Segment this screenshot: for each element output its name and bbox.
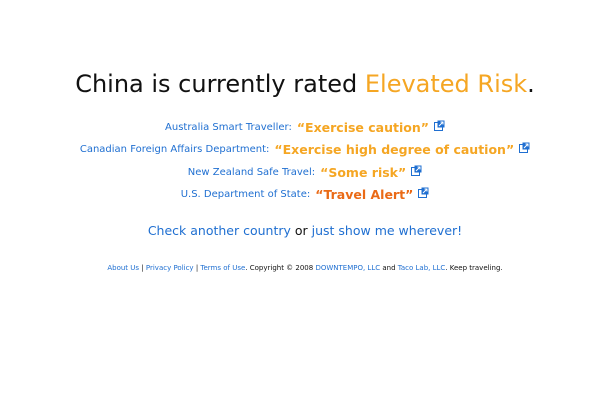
advisory-list: Australia Smart Traveller: “Exercise cau…	[0, 116, 610, 206]
advisory-row-new-zealand: New Zealand Safe Travel: “Some risk”	[0, 161, 610, 184]
advisory-row-us-state: U.S. Department of State: “Travel Alert”	[0, 184, 610, 207]
footer-separator: |	[139, 264, 146, 272]
advisory-row-australia: Australia Smart Traveller: “Exercise cau…	[0, 116, 610, 139]
external-link-icon[interactable]	[411, 165, 422, 176]
advisory-rating[interactable]: “Travel Alert”	[315, 187, 414, 203]
advisory-source: New Zealand Safe Travel:	[187, 166, 316, 178]
keep-traveling-text: . Keep traveling.	[445, 264, 503, 272]
headline-period: .	[527, 70, 535, 98]
cta-or-text: or	[290, 223, 312, 238]
external-link-icon[interactable]	[418, 187, 429, 199]
show-me-wherever-link[interactable]: just show me wherever!	[311, 223, 463, 238]
cta-line: Check another country or just show me wh…	[0, 221, 610, 241]
copyright-text: . Copyright © 2008	[245, 264, 316, 272]
footer: About Us | Privacy Policy | Terms of Use…	[0, 262, 610, 274]
external-link-icon[interactable]	[519, 142, 530, 154]
taco-lab-link[interactable]: Taco Lab, LLC	[397, 264, 446, 272]
external-link-icon[interactable]	[433, 120, 445, 131]
country-name: China	[75, 70, 144, 98]
advisory-rating[interactable]: “Exercise caution”	[296, 119, 429, 135]
risk-rating: Elevated Risk	[364, 70, 528, 98]
advisory-source: Canadian Foreign Affairs Department:	[79, 144, 270, 156]
advisory-source: Australia Smart Traveller:	[165, 121, 292, 133]
advisory-source: U.S. Department of State:	[180, 189, 311, 201]
privacy-policy-link[interactable]: Privacy Policy	[145, 264, 194, 272]
check-another-country-link[interactable]: Check another country	[147, 223, 291, 238]
footer-and-text: and	[380, 264, 398, 272]
page-headline: China is currently rated Elevated Risk.	[0, 68, 610, 100]
downtempo-link[interactable]: DOWNTEMPO, LLC	[315, 264, 381, 272]
footer-separator: |	[193, 264, 201, 272]
about-us-link[interactable]: About Us	[107, 264, 140, 272]
advisory-rating[interactable]: “Exercise high degree of caution”	[274, 142, 515, 158]
terms-of-use-link[interactable]: Terms of Use	[200, 264, 246, 272]
advisory-rating[interactable]: “Some risk”	[320, 164, 407, 180]
advisory-row-canada: Canadian Foreign Affairs Department: “Ex…	[0, 139, 610, 162]
headline-text: is currently rated	[143, 70, 365, 98]
